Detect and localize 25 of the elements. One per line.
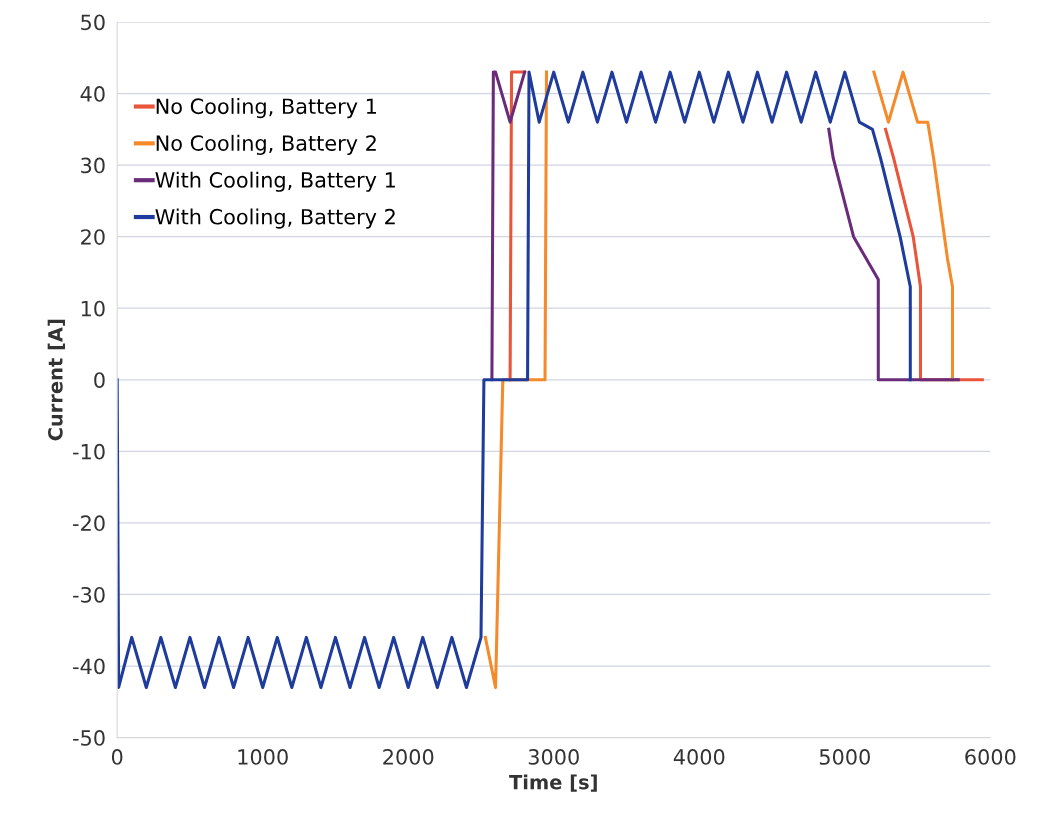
x-tick-label: 4000: [673, 749, 725, 765]
legend-label: No Cooling, Battery 1: [156, 98, 376, 119]
y-tick-label: 50: [81, 14, 105, 31]
x-tick-label: 5000: [819, 749, 870, 765]
y-tick-label: -10: [73, 443, 105, 460]
y-tick-label: -20: [73, 515, 105, 532]
legend-label: With Cooling, Battery 1: [155, 171, 395, 192]
y-tick-label: 40: [80, 86, 105, 102]
y-tick-label: -30: [73, 586, 105, 603]
y-tick-label: 30: [81, 157, 105, 174]
x-tick-label: 3000: [528, 749, 579, 765]
line-series: [117, 70, 912, 690]
x-tick-label: 1000: [238, 749, 288, 765]
y-tick-label: 0: [94, 372, 105, 388]
legend-label: No Cooling, Battery 2: [156, 134, 376, 155]
x-tick-label: 6000: [965, 749, 1016, 765]
y-tick-label: -40: [73, 658, 105, 675]
y-axis-title: Current [A]: [47, 319, 66, 441]
y-tick-label: 10: [81, 300, 105, 317]
x-axis-title: Time [s]: [509, 774, 597, 792]
legend-label: With Cooling, Battery 2: [155, 208, 395, 229]
x-tick-label: 2000: [383, 749, 434, 765]
y-tick-label: -50: [73, 730, 105, 746]
y-tick-label: 20: [81, 229, 105, 245]
x-tick-label: 0: [111, 749, 123, 765]
